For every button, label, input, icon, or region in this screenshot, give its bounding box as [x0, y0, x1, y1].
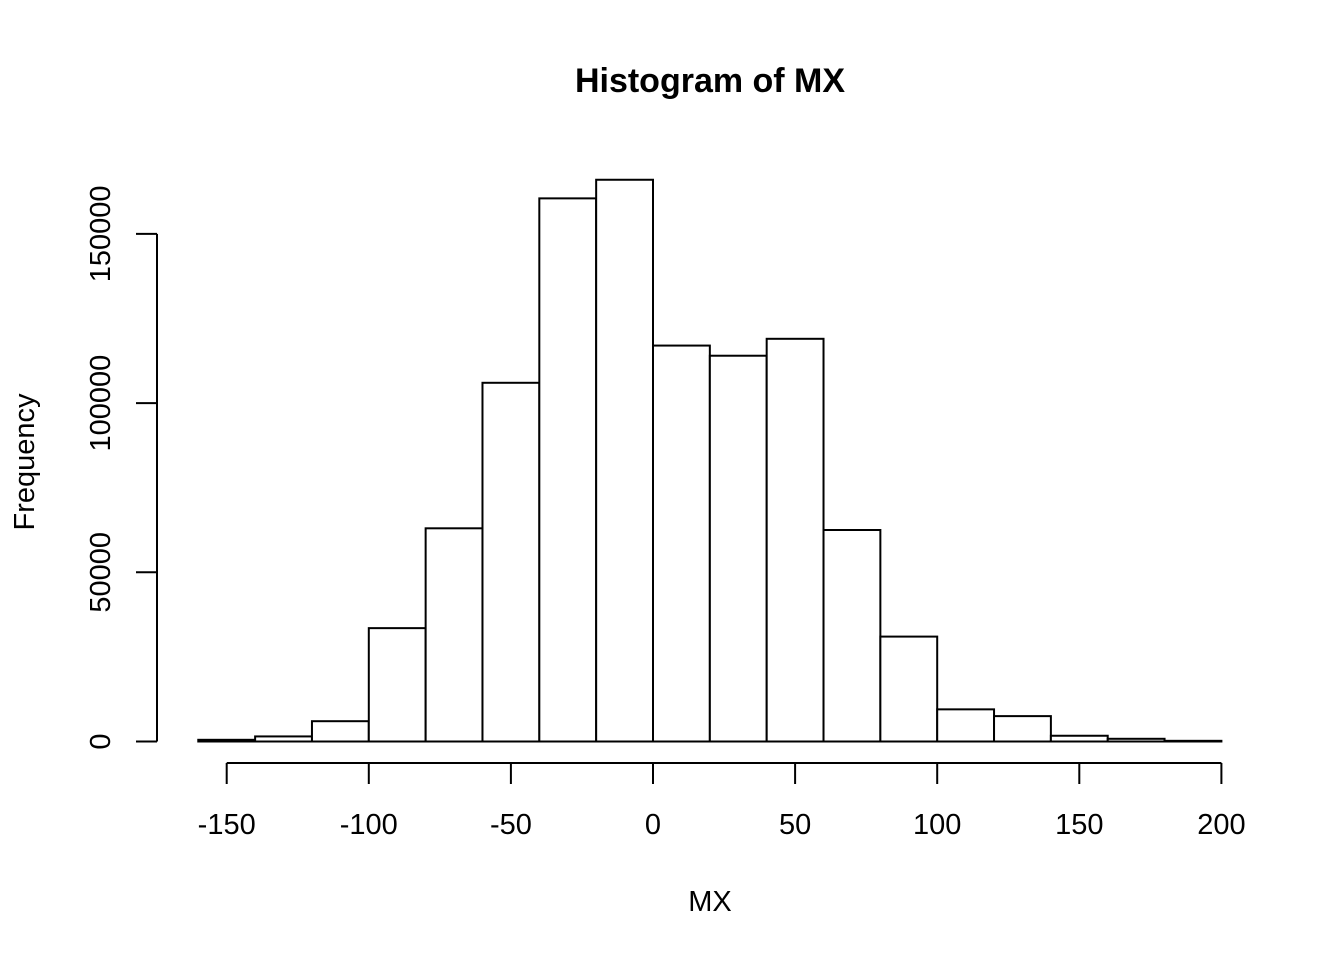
y-tick-label: 50000 [85, 532, 117, 613]
x-tick-label: 0 [645, 809, 661, 841]
histogram-bar [481, 381, 541, 743]
x-tick-label: 100 [913, 809, 961, 841]
x-axis: -150 -100 -50 0 50 100 150 200 [198, 762, 1246, 841]
x-tick-label: -50 [490, 809, 532, 841]
x-tick-label: 200 [1197, 809, 1245, 841]
histogram-bar [822, 529, 882, 743]
chart-title: Histogram of MX [575, 62, 845, 100]
x-tick-label: 50 [779, 809, 811, 841]
histogram-bar [1049, 734, 1109, 743]
histogram-bar [936, 708, 996, 743]
x-tick-label: 150 [1055, 809, 1103, 841]
histogram-bar [879, 635, 939, 743]
histogram-bar [254, 735, 313, 743]
y-axis: 0 50000 100000 150000 [85, 186, 158, 750]
y-tick-label: 150000 [85, 186, 117, 283]
histogram-bar [197, 738, 257, 743]
histogram-bar [538, 197, 598, 743]
histogram-bars [197, 178, 1223, 743]
x-tick-label: -100 [340, 809, 398, 841]
histogram-bar [310, 720, 370, 743]
histogram-bar [424, 527, 484, 743]
y-axis-label: Frequency [9, 393, 41, 531]
histogram-bar [765, 337, 825, 743]
x-tick-label: -150 [198, 809, 256, 841]
histogram-bar [595, 178, 654, 743]
histogram-bar [652, 344, 711, 743]
histogram-bar [367, 627, 427, 743]
y-tick-label: 100000 [85, 355, 117, 452]
histogram-bar [993, 715, 1052, 743]
y-tick-label: 0 [85, 733, 117, 749]
histogram-bar [1163, 739, 1223, 743]
histogram-bar [1106, 737, 1166, 743]
x-axis-label: MX [688, 886, 732, 918]
histogram-bar [708, 354, 768, 743]
